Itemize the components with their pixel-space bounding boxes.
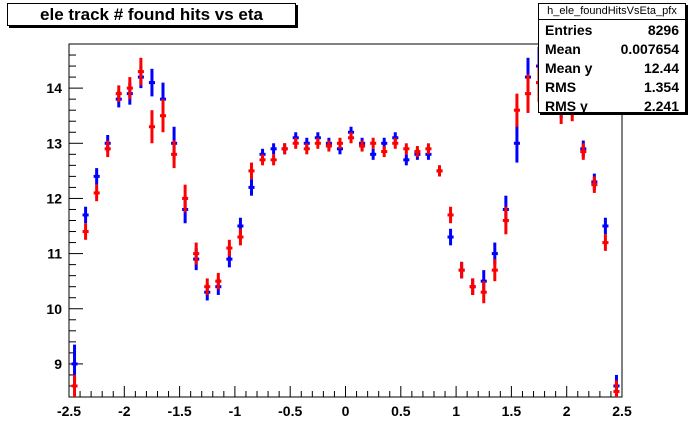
stats-row-mean: Mean 0.007654 — [539, 39, 685, 58]
y-tick-label: 10 — [46, 301, 62, 317]
x-tick-label: 1.5 — [502, 403, 522, 419]
y-tick-label: 12 — [46, 190, 62, 206]
data-point-red — [104, 140, 111, 158]
data-point-red — [502, 206, 509, 235]
data-point-red — [325, 140, 332, 152]
data-point-blue — [602, 217, 609, 235]
data-point-red — [336, 137, 344, 149]
data-point-blue — [270, 143, 277, 155]
data-point-red — [591, 176, 598, 193]
data-point-red — [425, 143, 432, 155]
stats-value: 12.44 — [643, 60, 679, 76]
stats-label: RMS — [545, 79, 577, 95]
data-point-blue — [513, 123, 520, 163]
data-point-red — [392, 137, 399, 149]
data-point-blue — [403, 154, 410, 166]
y-tick-label: 11 — [47, 246, 62, 262]
data-point-blue — [248, 179, 255, 196]
x-tick-label: -1 — [229, 403, 242, 419]
data-point-red — [370, 137, 377, 149]
data-point-red — [71, 374, 78, 397]
data-point-red — [182, 184, 189, 213]
data-point-red — [303, 143, 310, 155]
data-point-red — [204, 278, 211, 295]
stats-row-mean-y: Mean y 12.44 — [539, 58, 685, 77]
stats-value: 0.007654 — [620, 41, 679, 57]
stats-label: Entries — [545, 22, 593, 38]
data-point-red — [281, 143, 288, 155]
data-point-red — [436, 165, 443, 177]
stats-box: h_ele_foundHitsVsEta_pfx Entries 8296 Me… — [538, 3, 686, 115]
data-point-red — [159, 99, 167, 133]
data-point-blue — [82, 206, 89, 224]
x-tick-label: 2 — [563, 403, 571, 419]
stats-label: Mean — [545, 41, 581, 57]
data-point-red — [82, 223, 89, 240]
data-point-red — [292, 137, 299, 149]
data-point-red — [259, 154, 266, 166]
data-point-red — [248, 162, 255, 180]
stats-value: 2.241 — [643, 98, 679, 114]
data-point-red — [115, 85, 122, 102]
x-tick-label: -1.5 — [168, 403, 192, 419]
stats-row-entries: Entries 8296 — [539, 20, 685, 39]
x-tick-label: 2.5 — [612, 403, 632, 419]
data-point-red — [126, 77, 133, 100]
data-point-red — [447, 206, 454, 224]
data-point-red — [491, 259, 498, 282]
y-tick-label: 14 — [46, 80, 62, 96]
stats-label: RMS y — [545, 98, 588, 114]
x-tick-label: 0 — [342, 403, 350, 419]
data-point-red — [480, 281, 487, 304]
stats-value: 1.354 — [643, 79, 679, 95]
chart-title: ele track # found hits vs eta — [7, 3, 296, 26]
data-point-red — [226, 239, 233, 257]
data-point-red — [193, 242, 200, 265]
data-point-red — [414, 146, 421, 158]
x-tick-label: -2 — [118, 403, 131, 419]
stats-row-rms-y: RMS y 2.241 — [539, 96, 685, 115]
stats-histogram-name: h_ele_foundHitsVsEta_pfx — [539, 4, 685, 20]
data-point-red — [137, 57, 144, 86]
x-tick-label: -0.5 — [278, 403, 302, 419]
data-point-red — [314, 137, 321, 149]
data-point-blue — [370, 148, 377, 160]
stats-label: Mean y — [545, 60, 593, 76]
data-point-red — [580, 143, 587, 160]
data-point-blue — [93, 168, 100, 185]
data-point-red — [381, 146, 388, 158]
data-point-red — [215, 272, 222, 290]
data-point-red — [613, 380, 620, 397]
data-point-red — [148, 110, 155, 144]
data-point-red — [347, 132, 355, 144]
x-tick-label: 0.5 — [391, 403, 411, 419]
data-point-red — [513, 93, 520, 127]
y-tick-label: 13 — [46, 135, 62, 151]
stats-value: 8296 — [647, 22, 679, 38]
x-tick-label: -2.5 — [57, 403, 81, 419]
data-point-blue — [148, 68, 155, 97]
data-point-red — [458, 261, 465, 279]
data-point-red — [359, 140, 366, 152]
y-tick-label: 9 — [54, 356, 62, 372]
data-point-red — [524, 74, 532, 113]
data-point-red — [237, 228, 244, 246]
data-point-red — [602, 234, 609, 251]
stats-row-rms: RMS 1.354 — [539, 77, 685, 96]
data-point-red — [171, 140, 178, 169]
data-point-red — [469, 278, 476, 295]
x-tick-label: 1 — [452, 403, 460, 419]
data-point-red — [270, 154, 277, 166]
data-point-red — [403, 143, 410, 155]
data-point-blue — [447, 228, 454, 246]
data-point-red — [93, 184, 100, 202]
